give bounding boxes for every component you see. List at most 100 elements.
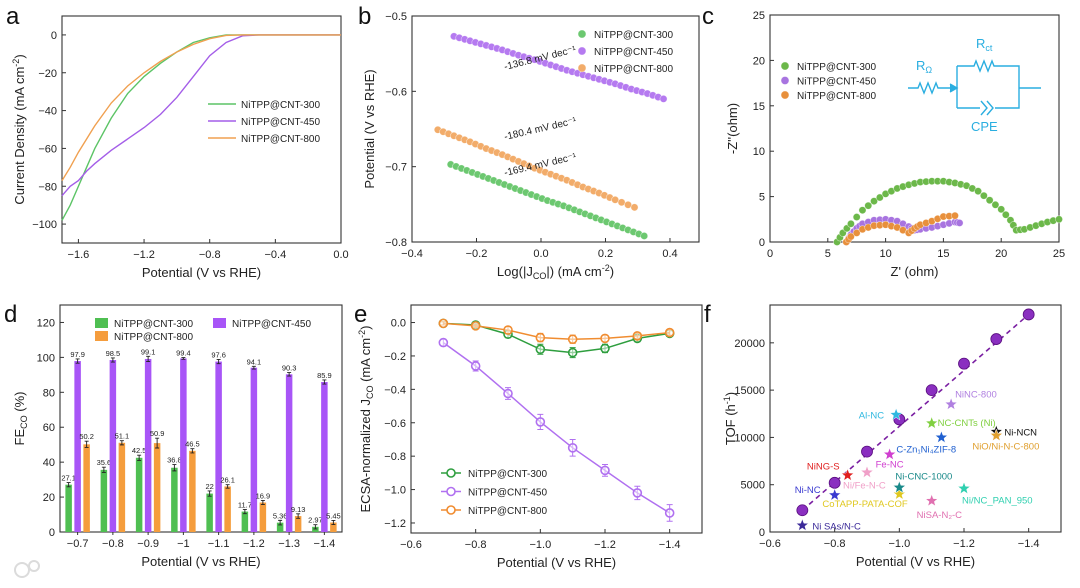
y-axis-label: FECO (%): [12, 392, 29, 446]
data-point: [567, 334, 578, 345]
x-tick-label: −1.4: [659, 539, 681, 551]
panel-letter: d: [4, 301, 17, 328]
reference-label: Ni/Fe-N-C: [843, 480, 886, 491]
arrow-icon: [949, 83, 959, 93]
data-point: [985, 196, 994, 205]
bar: [83, 444, 90, 532]
reference-label: NC-CNTs (Ni): [938, 418, 996, 429]
y-tick-label: 40: [43, 457, 55, 469]
x-tick-label: −0.8: [102, 538, 124, 550]
data-point: [828, 476, 841, 489]
data-point: [1055, 215, 1063, 224]
legend-label: NiTPP@CNT-450: [797, 77, 876, 88]
y-tick-label: 25: [753, 10, 765, 22]
data-point: [503, 388, 513, 399]
bar-value-label: 2.97: [308, 516, 323, 525]
bar-value-label: 50.2: [79, 432, 94, 441]
y-tick-label: 10000: [734, 432, 765, 444]
y-tick-label: −40: [38, 106, 57, 118]
reference-star-icon: [892, 486, 907, 500]
r-ohm-label: RΩ: [916, 58, 932, 75]
legend-marker: [446, 468, 456, 478]
x-axis-label: Potential (V vs RHE): [856, 554, 975, 569]
y-tick-label: −20: [38, 68, 57, 80]
error-bar: [331, 519, 336, 526]
x-tick-label: 20: [995, 248, 1007, 260]
error-bar: [313, 524, 318, 530]
x-tick-label: 25: [1053, 248, 1065, 260]
reference-label: Ni-NCN: [1004, 428, 1037, 439]
reference-label: Fe-NC: [876, 459, 904, 470]
data-point: [535, 332, 546, 343]
plot-frame: [59, 304, 343, 533]
x-tick-label: −1.4: [314, 538, 336, 550]
error-bar: [260, 499, 265, 506]
reference-label: Ni-CNC-1000: [895, 472, 952, 483]
x-tick-label: −0.4: [264, 249, 286, 261]
y-tick-label: 20: [43, 492, 55, 504]
data-point: [438, 337, 449, 348]
error-bar: [110, 357, 115, 363]
bar: [144, 358, 152, 532]
bar: [276, 522, 284, 532]
data-point: [870, 197, 878, 206]
y-tick-label: −0.7: [385, 162, 407, 174]
data-point: [861, 445, 873, 458]
data-point: [611, 195, 620, 204]
x-axis-label-part: -2: [602, 263, 610, 273]
y-axis-label-part: ECSA-normalized J: [358, 399, 373, 512]
bar-value-label: 94.1: [247, 357, 262, 366]
bar-value-label: 26.1: [220, 476, 235, 485]
error-bar: [322, 379, 327, 385]
error-bar: [146, 355, 151, 363]
legend-label: NiTPP@CNT-800: [797, 91, 876, 102]
data-point: [600, 465, 610, 476]
y-axis-label-part: TOF (h: [723, 404, 738, 445]
r-ct-label: Rct: [976, 36, 993, 53]
data-point: [617, 198, 626, 207]
bar: [171, 467, 178, 532]
y-tick-label: −1.0: [384, 485, 406, 497]
panel-c: c 0 5 10 15 20 25 0 5 10 15 20 25 Z' (ohm) -Z''(ohm) Ni…: [702, 3, 1065, 279]
y-tick-label: 0: [759, 237, 765, 249]
x-axis-label: Z' (ohm): [891, 264, 939, 279]
y-axis-label: ECSA-normalized JCO (mA cm-2): [357, 326, 375, 513]
y-tick-label: −80: [38, 181, 57, 193]
error-bar: [119, 440, 124, 446]
y-tick-label: −0.8: [385, 237, 407, 249]
bar: [215, 361, 222, 532]
data-point: [664, 508, 675, 518]
error-bar: [190, 448, 195, 454]
legend-label: NiTPP@CNT-800: [241, 134, 320, 145]
reference-star-icon: [882, 447, 897, 461]
legend-label: NiTPP@CNT-800: [114, 332, 193, 343]
data-point: [958, 357, 970, 370]
x-tick-label: 0: [767, 248, 773, 260]
y-axis-label-part: (%): [12, 392, 27, 416]
y-axis-label-part: ): [358, 326, 373, 330]
x-tick-label: −1.6: [68, 249, 90, 261]
y-axis-label-part: Current Density (mA cm: [12, 67, 27, 205]
watermark-ring: [14, 562, 30, 578]
data-point: [974, 187, 982, 196]
data-point: [951, 211, 959, 220]
legend-swatch: [95, 318, 108, 328]
x-tick-label: −1.3: [278, 538, 300, 550]
legend-label: NiTPP@CNT-300: [594, 30, 673, 41]
x-tick-label: −0.9: [137, 538, 159, 550]
y-axis-label-part: (mA cm: [358, 338, 373, 386]
y-tick-label: 80: [43, 387, 55, 399]
legend-label: NiTPP@CNT-800: [468, 506, 547, 517]
legend-label: NiTPP@CNT-450: [232, 319, 311, 330]
data-point: [864, 201, 873, 210]
reference-star-icon: [892, 480, 907, 494]
series-line: [61, 34, 341, 221]
y-tick-label: 120: [37, 317, 55, 329]
error-bar: [84, 440, 89, 448]
y-tick-label: −0.2: [384, 351, 406, 363]
reference-star-icon: [860, 465, 874, 479]
bar-value-label: 5.36: [273, 511, 288, 520]
reference-star-icon: [924, 493, 939, 507]
x-axis-label-part: |) (mA cm: [546, 264, 601, 279]
reference-star-icon: [924, 415, 939, 430]
